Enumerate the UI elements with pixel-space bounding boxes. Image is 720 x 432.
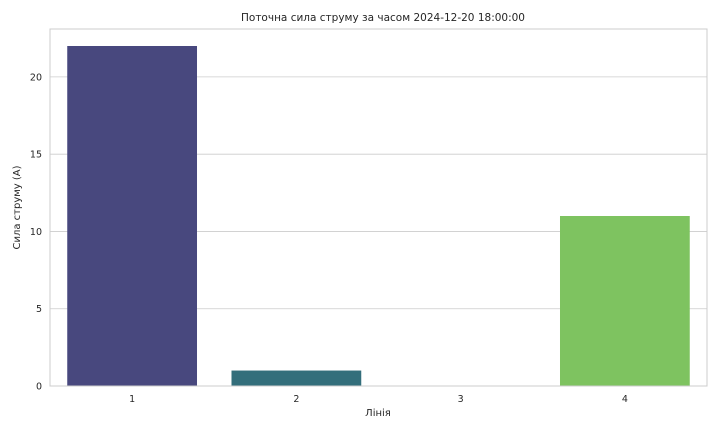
bar-line-2 — [231, 370, 362, 386]
bars — [67, 46, 690, 386]
y-axis-label: Сила струму (A) — [12, 165, 23, 249]
plot-frame — [49, 28, 708, 387]
bar-line-4 — [559, 216, 690, 386]
y-tick-labels: 0 5 10 15 20 — [30, 72, 42, 392]
x-tick-labels: 1 2 3 4 — [129, 394, 628, 405]
x-tick-label: 4 — [622, 394, 628, 405]
x-tick-label: 1 — [129, 394, 135, 405]
bar-line-1 — [67, 46, 198, 386]
y-tick-label: 5 — [36, 304, 42, 315]
y-tick-label: 15 — [30, 150, 42, 161]
x-tick-label: 3 — [458, 394, 464, 405]
y-tick-label: 0 — [36, 382, 42, 393]
y-tick-label: 20 — [30, 72, 42, 83]
chart-title: Поточна сила струму за часом 2024-12-20 … — [241, 12, 525, 24]
x-axis-label: Лінія — [365, 407, 391, 419]
x-tick-label: 2 — [293, 394, 299, 405]
y-tick-label: 10 — [30, 227, 42, 238]
